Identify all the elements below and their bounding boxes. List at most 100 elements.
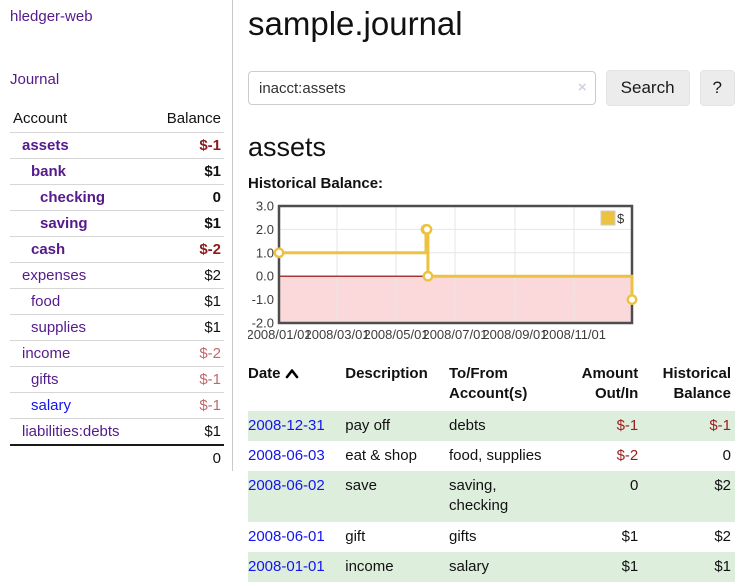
transaction-description: save (345, 477, 377, 494)
accounts-table: Account Balance assets $-1 bank $1 checking 0… (10, 106, 224, 471)
search-form: × Search ? (248, 70, 735, 106)
sidebar-item-expenses[interactable]: expenses (22, 267, 87, 284)
register-row: 2008-06-02 save saving, checking 0 $2 (248, 471, 735, 522)
account-row: gifts $-1 (10, 366, 224, 393)
historical-balance-chart: $3.0 2.0 1.0 0.0 -1.0 -2.0 2008/01/01 2008/03/0… (246, 198, 735, 350)
account-balance: $1 (204, 163, 221, 180)
legend-swatch (600, 210, 616, 226)
account-row: assets $-1 (10, 132, 224, 159)
account-balance: $1 (204, 293, 221, 310)
sidebar-item-income[interactable]: income (22, 345, 71, 362)
transaction-balance: $2 (714, 527, 731, 545)
transaction-amount: 0 (629, 477, 639, 494)
accounts-header-row: Account Balance (10, 106, 224, 133)
app-title-link[interactable]: hledger-web (10, 8, 93, 25)
account-balance: $2 (204, 267, 221, 284)
account-balance: $1 (204, 423, 221, 440)
register-row: 2008-12-31 pay off debts $-1 $-1 (248, 410, 735, 441)
transaction-date-link[interactable]: 2008-06-01 (248, 527, 325, 545)
account-row: income $-2 (10, 340, 224, 367)
account-balance: $-1 (199, 397, 221, 414)
transaction-balance: $2 (714, 477, 731, 494)
transaction-amount: $-2 (616, 446, 639, 464)
data-point-marker (422, 270, 434, 282)
chart-svg: $3.0 2.0 1.0 0.0 -1.0 -2.02008/01/012008/03/0… (246, 199, 638, 342)
account-row: bank $1 (10, 158, 224, 185)
search-button[interactable]: Search (605, 70, 690, 106)
transaction-description: gift (345, 527, 366, 545)
sidebar-item-gifts[interactable]: gifts (31, 371, 59, 388)
y-tick-label: 2.0 (256, 222, 274, 237)
y-tick-label: -2.0 (252, 316, 274, 331)
x-tick-label: 2008/01/01 (248, 327, 312, 342)
y-tick-label: -1.0 (252, 292, 274, 307)
account-balance: $1 (204, 319, 221, 336)
transaction-accounts: debts (448, 416, 486, 434)
account-balance: $-1 (199, 137, 221, 154)
transaction-accounts: salary (448, 557, 489, 575)
sidebar-item-salary[interactable]: salary (31, 397, 72, 414)
transaction-date-link[interactable]: 2008-12-31 (248, 416, 325, 434)
register-row: 2008-01-01 income salary $1 $1 (248, 551, 735, 582)
account-balance: $-2 (199, 241, 221, 258)
x-tick-label: 2008/09/01 (482, 327, 547, 342)
transaction-balance: 0 (722, 446, 731, 464)
register-col-description: Description (345, 365, 428, 382)
sidebar-item-bank[interactable]: bank (31, 163, 67, 180)
transaction-description: pay off (345, 416, 390, 434)
plot-border (277, 204, 634, 325)
transaction-amount: $1 (621, 557, 639, 575)
register-col-tofrom: To/From Account(s) (448, 365, 528, 403)
register-row: 2008-06-01 gift gifts $1 $2 (248, 522, 735, 552)
x-tick-label: 2008/07/01 (422, 327, 487, 342)
transaction-description: eat & shop (345, 446, 417, 464)
transaction-accounts: saving, checking (448, 477, 509, 515)
sort-asc-icon (285, 369, 298, 379)
x-tick-label: 2008/03/01 (304, 327, 369, 342)
data-point-marker (626, 294, 638, 306)
accounts-total-value: 0 (212, 450, 221, 467)
sidebar: hledger-web Journal Account Balance asse… (0, 0, 233, 471)
accounts-total-row: 0 (10, 445, 224, 471)
sidebar-item-assets[interactable]: assets (22, 137, 69, 154)
accounts-header-account: Account (13, 110, 68, 127)
search-input[interactable] (248, 71, 596, 105)
y-tick-label: 1.0 (256, 245, 274, 260)
account-row: liabilities:debts $1 (10, 418, 224, 446)
legend-label: $ (617, 211, 625, 226)
register-col-historical: Historical Balance (662, 365, 731, 403)
sidebar-item-cash[interactable]: cash (31, 241, 66, 258)
transaction-date-link[interactable]: 2008-06-02 (248, 477, 325, 494)
y-tick-label: 0.0 (256, 269, 274, 284)
account-balance: $1 (204, 215, 221, 232)
account-row: food $1 (10, 288, 224, 315)
sidebar-item-journal[interactable]: Journal (10, 71, 60, 88)
data-point-marker (421, 224, 433, 235)
help-button[interactable]: ? (699, 70, 735, 106)
register-col-amount: Amount Out/In (581, 365, 639, 403)
search-input-wrap: × (248, 71, 596, 105)
transaction-amount: $-1 (616, 416, 639, 434)
transaction-accounts: gifts (448, 527, 477, 545)
clear-search-icon[interactable]: × (577, 79, 587, 96)
transaction-balance: $1 (714, 557, 731, 575)
account-balance: $-1 (199, 371, 221, 388)
sidebar-item-saving[interactable]: saving (40, 215, 88, 232)
data-point-marker (273, 247, 285, 259)
account-row: checking 0 (10, 184, 224, 211)
sidebar-item-liabilities-debts[interactable]: liabilities:debts (22, 423, 120, 440)
accounts-total-spacer (10, 445, 148, 471)
sidebar-item-supplies[interactable]: supplies (31, 319, 87, 336)
x-tick-label: 2008/11/01 (542, 327, 606, 342)
account-balance: 0 (212, 189, 221, 206)
transaction-date-link[interactable]: 2008-06-03 (248, 446, 325, 464)
account-row: expenses $2 (10, 262, 224, 289)
transaction-date-link[interactable]: 2008-01-01 (248, 557, 325, 575)
sidebar-item-food[interactable]: food (31, 293, 61, 310)
account-row: saving $1 (10, 210, 224, 237)
account-row: salary $-1 (10, 392, 224, 419)
sidebar-item-checking[interactable]: checking (40, 189, 106, 206)
transaction-balance: $-1 (709, 416, 731, 434)
register-col-date[interactable]: Date (248, 362, 345, 411)
